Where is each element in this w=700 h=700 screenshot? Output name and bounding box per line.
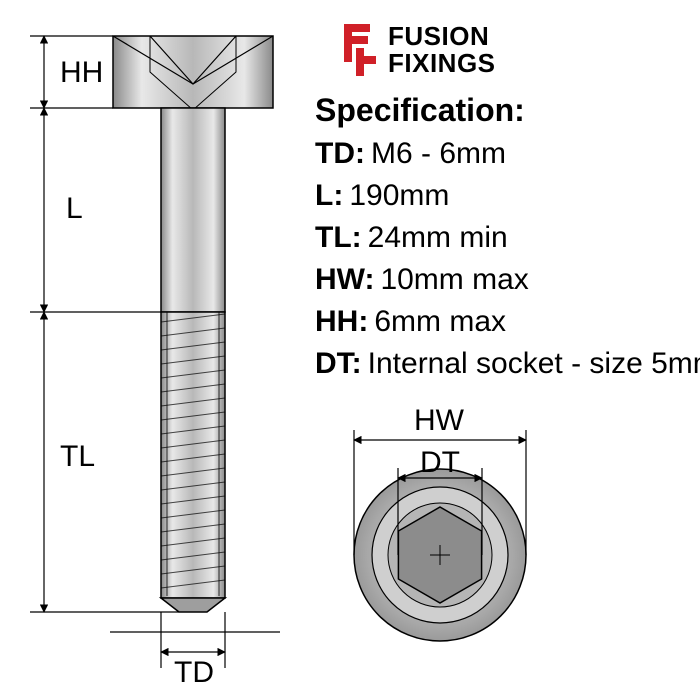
- spec-key: L:: [315, 179, 343, 213]
- dim-label-hw: HW: [414, 404, 464, 438]
- spec-row-hh: HH: 6mm max: [315, 305, 700, 339]
- logo-icon: [330, 22, 378, 78]
- brand-line2: FIXINGS: [388, 50, 496, 77]
- dim-label-l: L: [66, 192, 83, 226]
- spec-val: M6 - 6mm: [371, 137, 506, 171]
- spec-row-tl: TL: 24mm min: [315, 221, 700, 255]
- brand-line1: FUSION: [388, 23, 496, 50]
- spec-key: HH:: [315, 305, 368, 339]
- dim-label-td: TD: [174, 656, 214, 690]
- dim-label-tl: TL: [60, 440, 95, 474]
- dimension-lines-side: [30, 36, 280, 668]
- spec-row-td: TD: M6 - 6mm: [315, 137, 700, 171]
- spec-key: TL:: [315, 221, 362, 255]
- brand-logo: FUSION FIXINGS: [330, 22, 496, 78]
- side-view: [113, 36, 273, 612]
- spec-val: 190mm: [349, 179, 449, 213]
- spec-row-l: L: 190mm: [315, 179, 700, 213]
- spec-key: TD:: [315, 137, 365, 171]
- dim-label-dt: DT: [420, 446, 460, 480]
- spec-val: 6mm max: [374, 305, 506, 339]
- specification-block: Specification: TD: M6 - 6mm L: 190mm TL:…: [315, 92, 700, 381]
- spec-val: 24mm min: [368, 221, 508, 255]
- spec-heading: Specification:: [315, 92, 700, 129]
- spec-key: HW:: [315, 263, 374, 297]
- dim-label-hh: HH: [60, 56, 103, 90]
- spec-row-hw: HW: 10mm max: [315, 263, 700, 297]
- spec-val: Internal socket - size 5mm: [368, 347, 700, 381]
- spec-key: DT:: [315, 347, 362, 381]
- top-view: [354, 469, 526, 641]
- spec-val: 10mm max: [380, 263, 528, 297]
- spec-row-dt: DT: Internal socket - size 5mm: [315, 347, 700, 381]
